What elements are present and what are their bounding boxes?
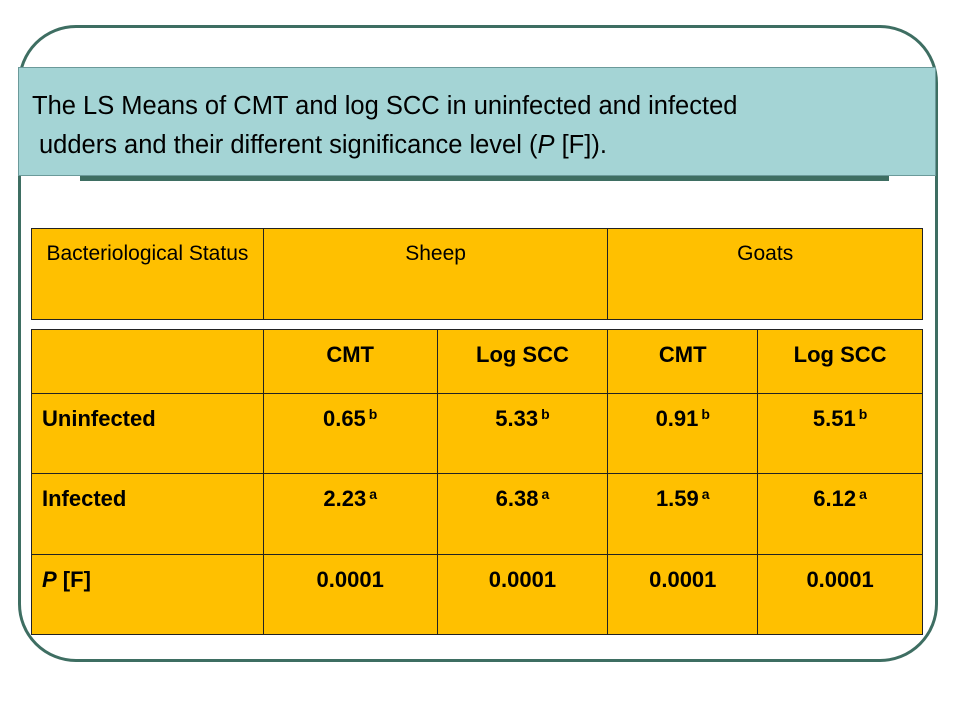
significance-letter: a — [701, 486, 710, 503]
significance-letter: a — [541, 486, 550, 503]
significance-letter: b — [541, 405, 550, 422]
cell-value: 0.0001 — [806, 566, 874, 592]
cell-value: 5.51 — [812, 405, 856, 431]
row-label-infected: Infected — [31, 473, 264, 555]
rounded-frame — [18, 25, 938, 662]
significance-letter: a — [859, 486, 867, 503]
cell-value: 6.38 — [495, 486, 539, 512]
table-cell: 0.0001 — [757, 553, 923, 636]
cell-value: 6.12 — [813, 486, 857, 512]
column-header-empty — [31, 329, 264, 394]
cell-value: 0.0001 — [649, 566, 717, 592]
title-line-1: The LS Means of CMT and log SCC in uninf… — [32, 92, 738, 120]
cell-value: 0.65 — [322, 405, 366, 431]
table-cell: 5.51 b — [757, 392, 923, 475]
title-line-2: udders and their different significance … — [32, 126, 935, 165]
cell-value: 0.91 — [655, 405, 699, 431]
cell-value: 1.59 — [655, 486, 699, 512]
table-cell: 0.91 b — [607, 392, 759, 475]
table-row: Infected 2.23 a 6.38 a 1.59 a 6.12 a — [31, 473, 923, 555]
title-line-2-suffix: [F]). — [554, 131, 607, 159]
p-symbol: P — [42, 566, 57, 592]
column-header-row: CMT Log SCC CMT Log SCC — [31, 329, 923, 394]
significance-letter: b — [858, 405, 868, 422]
cell-value: 2.23 — [323, 486, 367, 512]
column-header-goats-cmt: CMT — [607, 329, 759, 394]
table-cell: 1.59 a — [607, 473, 759, 555]
table-row: P [F] 0.0001 0.0001 0.0001 0.0001 — [31, 553, 923, 636]
column-header-goats-log-scc: Log SCC — [757, 329, 923, 394]
column-header-sheep-cmt: CMT — [262, 329, 438, 394]
column-header-sheep-log-scc: Log SCC — [436, 329, 609, 394]
cell-value: 0.0001 — [316, 566, 384, 592]
row-label-uninfected: Uninfected — [31, 392, 264, 475]
table-row: Uninfected 0.65 b 5.33 b 0.91 b 5.51 b — [31, 392, 923, 475]
title-box: The LS Means of CMT and log SCC in uninf… — [18, 67, 936, 176]
cell-value: 5.33 — [495, 405, 539, 431]
row-label-p-f-suffix: [F] — [56, 566, 91, 592]
table-cell: 0.0001 — [436, 553, 609, 636]
title-underline — [80, 176, 889, 181]
header-sheep: Sheep — [262, 228, 609, 320]
header-table: Bacteriological Status Sheep Goats — [31, 228, 923, 320]
cell-value: 0.0001 — [488, 566, 557, 592]
table-cell: 0.0001 — [607, 553, 759, 636]
table-cell: 0.0001 — [262, 553, 438, 636]
header-bacteriological-status: Bacteriological Status — [31, 228, 264, 320]
table-cell: 5.33 b — [436, 392, 609, 475]
title-p-symbol: P — [537, 131, 555, 159]
table-cell: 2.23 a — [262, 473, 438, 555]
table-cell: 6.12 a — [757, 473, 923, 555]
table-cell: 0.65 b — [262, 392, 438, 475]
data-table: CMT Log SCC CMT Log SCC Uninfected 0.65 b… — [31, 329, 923, 636]
header-goats: Goats — [607, 228, 923, 320]
table-cell: 6.38 a — [436, 473, 609, 555]
significance-letter: b — [701, 405, 710, 422]
row-label-p-f: P [F] — [31, 553, 264, 636]
significance-letter: a — [369, 486, 377, 503]
title-line-2-prefix: udders and their different significance … — [39, 131, 538, 159]
significance-letter: b — [368, 405, 378, 422]
